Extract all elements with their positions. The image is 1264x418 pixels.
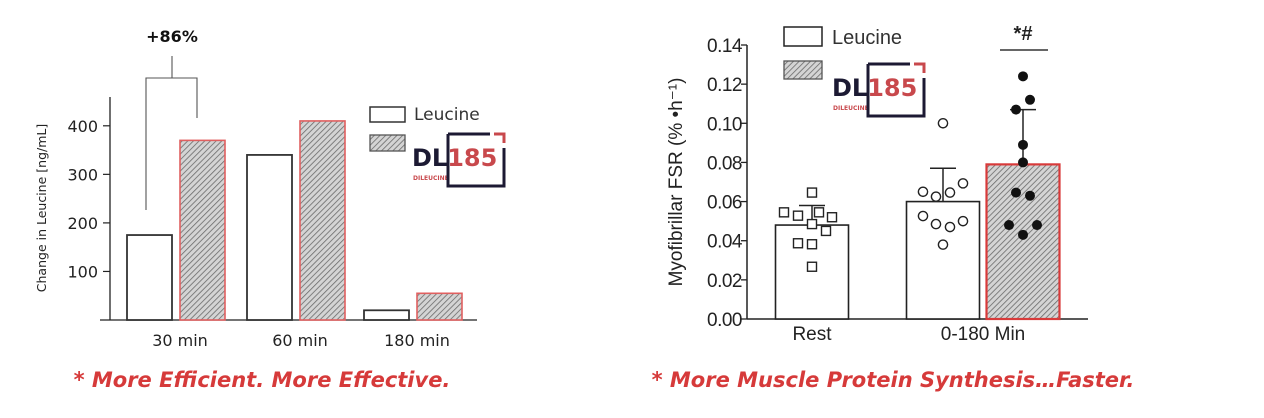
left-caption: * More Efficient. More Effective. [73,368,451,392]
logo-wordmark-text: DL185 [412,144,497,172]
data-point-square [806,218,818,230]
logo-wordmark-text: DL185 [832,74,917,102]
data-point-open-circle [944,187,956,198]
data-point-filled-circle [1025,94,1035,105]
data-point-open-circle [930,191,942,202]
y-tick-label: 0.12 [707,75,742,96]
right-chart: 0.00 0.02 0.04 0.06 0.08 0.10 0.12 0.14 Myofibri… [666,23,1088,345]
data-point-square [778,207,790,218]
data-point-filled-circle [1018,139,1028,150]
x-tick-label: 30 min [152,331,208,350]
y-tick-label: 300 [67,165,98,184]
y-axis-label: Change in Leucine [ng/mL] [34,124,49,292]
logo-sub-text: DILEUCINE [833,105,869,112]
logo-sub-text: DILEUCINE [413,175,449,182]
data-point-open-circle [944,221,956,233]
data-point-filled-circle [1011,187,1021,198]
data-point-open-circle [917,210,929,222]
data-point-square [806,187,818,198]
y-tick-label: 200 [67,214,98,233]
data-point-open-circle [930,218,942,230]
data-point-square [792,210,804,221]
y-tick-label: 0.08 [707,153,742,174]
right-caption: * More Muscle Protein Synthesis…Faster. [651,368,1135,392]
data-point-square [813,207,825,218]
legend-swatch-dl185 [783,60,823,80]
bar-dl185 [985,163,1061,321]
left-chart: 100 200 300 400 Change in Leucine [ng/mL] 30 … [34,27,506,350]
data-point-square [820,225,832,237]
x-tick-label: Rest [792,324,832,345]
data-point-filled-circle [1018,71,1028,82]
logo-bracket-red [914,62,926,73]
percent-annotation: +86% [146,27,198,46]
legend-label-leucine: Leucine [414,105,480,125]
data-point-filled-circle [1004,220,1014,231]
legend-swatch-dl185 [369,134,406,152]
bar-dl185 [299,120,346,321]
data-point-open-circle [957,215,969,227]
bar-dl185 [179,139,226,321]
dl185-logo: DL185 DILEUCINE [412,132,506,188]
legend-swatch-leucine [369,106,406,123]
x-tick-label: 60 min [272,331,328,350]
data-point-square [792,238,804,249]
legend-swatch-leucine [783,26,823,47]
x-tick-label: 0-180 Min [941,324,1026,345]
data-point-open-circle [957,178,969,189]
logo-bracket-navy [866,64,926,118]
y-tick-label: 0.04 [707,232,743,253]
legend-label-leucine: Leucine [832,27,902,49]
y-tick-label: 0.06 [707,193,742,214]
y-axis-label: Myofibrillar FSR (% •h⁻¹) [666,78,687,287]
data-point-filled-circle [1018,157,1028,168]
data-point-filled-circle [1018,229,1028,240]
bar-leucine [905,200,981,320]
y-tick-label: 0.14 [707,36,743,57]
data-point-filled-circle [1025,190,1035,201]
dl185-logo: DL185 DILEUCINE [832,62,926,118]
bar-leucine [246,154,293,321]
x-tick-label: 180 min [384,331,450,350]
data-point-filled-circle [1032,220,1042,231]
logo-bracket-navy [446,134,506,188]
data-point-open-circle [937,117,949,129]
bar-dl185 [416,292,463,321]
data-point-square [806,261,818,272]
data-point-open-circle [917,186,929,198]
y-tick-label: 100 [67,262,98,281]
y-tick-label: 0.10 [707,114,742,135]
data-point-filled-circle [1011,104,1021,115]
logo-bracket-red [494,132,506,143]
data-point-square [806,239,818,250]
bar-leucine [126,234,173,321]
y-tick-label: 0.02 [707,271,742,292]
y-tick-label: 0.00 [707,310,742,331]
y-tick-label: 400 [67,117,98,136]
bar-leucine [363,309,410,321]
data-point-square [826,212,838,223]
data-point-open-circle [937,239,949,250]
significance-annotation: *# [1014,23,1033,45]
